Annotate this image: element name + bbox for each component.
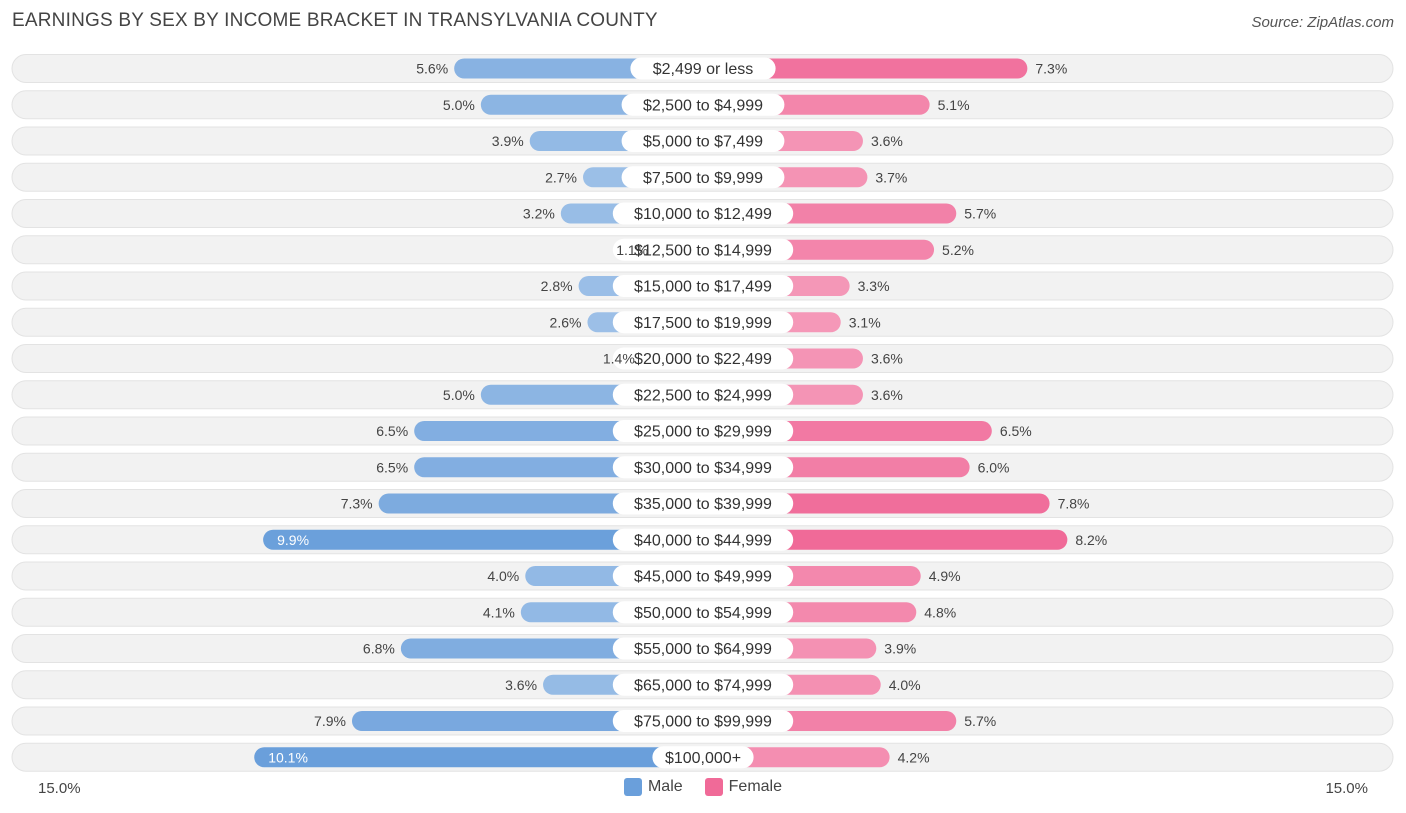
male-value-label-11: 6.5% [376,459,408,475]
male-value-label-17: 3.6% [505,677,537,693]
female-value-label-14: 4.9% [929,568,961,584]
category-label-11: $30,000 to $34,999 [634,460,772,477]
category-label-3: $7,500 to $9,999 [643,170,763,187]
female-value-label-16: 3.9% [884,641,916,657]
category-pill-15 [612,601,794,624]
female-value-label-15: 4.8% [924,604,956,620]
category-pill-0 [630,57,776,80]
category-pill-6 [612,275,794,297]
male-value-label-19: 10.1% [268,749,308,765]
axis-min-label: 15.0% [38,780,81,797]
category-label-17: $65,000 to $74,999 [634,677,772,694]
male-value-label-1: 5.0% [443,97,475,113]
legend-item-female: Female [704,778,783,796]
male-value-label-14: 4.0% [487,568,519,584]
category-label-0: $2,499 or less [653,61,754,78]
male-value-label-5: 1.1% [616,242,648,258]
category-label-9: $22,500 to $24,999 [634,387,772,404]
category-label-5: $12,500 to $14,999 [634,242,772,259]
category-pill-16 [612,637,794,660]
male-value-label-13: 9.9% [277,532,309,548]
category-pill-11 [612,456,794,479]
category-pill-19 [652,746,754,769]
male-value-label-2: 3.9% [492,133,524,149]
female-value-label-10: 6.5% [1000,423,1032,439]
female-value-label-1: 5.1% [938,97,970,113]
male-value-label-15: 4.1% [483,604,515,620]
category-label-15: $50,000 to $54,999 [634,605,772,622]
category-pill-13 [612,528,794,551]
category-pill-10 [612,420,794,442]
category-pill-14 [612,565,794,587]
category-pill-8 [612,347,794,370]
category-label-10: $25,000 to $29,999 [634,424,772,441]
female-value-label-9: 3.6% [871,387,903,403]
source-credit: Source: ZipAtlas.com [1251,14,1394,31]
axis-max-label: 15.0% [1325,780,1368,797]
male-value-label-4: 3.2% [523,206,555,222]
male-bar-19 [254,747,703,768]
category-pill-1 [621,93,785,116]
female-value-label-7: 3.1% [849,314,881,330]
category-label-6: $15,000 to $17,499 [634,279,772,296]
category-pill-17 [612,673,794,696]
legend-item-male: Male [623,778,683,796]
male-value-label-16: 6.8% [363,641,395,657]
female-value-label-6: 3.3% [858,278,890,294]
male-value-label-6: 2.8% [541,278,573,294]
female-value-label-19: 4.2% [898,749,930,765]
category-label-13: $40,000 to $44,999 [634,532,772,549]
category-label-18: $75,000 to $99,999 [634,714,772,731]
female-value-label-18: 5.7% [964,713,996,729]
female-value-label-12: 7.8% [1058,496,1090,512]
female-bar-13 [703,529,1068,550]
male-value-label-3: 2.7% [545,169,577,185]
category-pill-3 [621,166,785,189]
male-value-label-0: 5.6% [416,61,448,77]
category-label-19: $100,000+ [665,750,741,767]
female-value-label-8: 3.6% [871,351,903,367]
category-label-8: $20,000 to $22,499 [634,351,772,368]
category-pill-5 [612,238,794,261]
category-label-14: $45,000 to $49,999 [634,569,772,586]
category-label-4: $10,000 to $12,499 [634,206,772,223]
category-label-12: $35,000 to $39,999 [634,496,772,513]
category-pill-2 [621,130,785,152]
category-label-2: $5,000 to $7,499 [643,134,763,151]
male-value-label-18: 7.9% [314,713,346,729]
category-label-1: $2,500 to $4,999 [643,97,763,114]
female-value-label-5: 5.2% [942,242,974,258]
male-value-label-9: 5.0% [443,387,475,403]
female-value-label-17: 4.0% [889,677,921,693]
female-bar-0 [703,58,1028,79]
chart-title: EARNINGS BY SEX BY INCOME BRACKET IN TRA… [12,10,658,31]
legend: Male Female [0,778,1406,796]
category-label-16: $55,000 to $64,999 [634,641,772,658]
male-value-label-8: 1.4% [603,351,635,367]
legend-label-female: Female [728,778,783,795]
female-value-label-2: 3.6% [871,133,903,149]
legend-swatch-male [623,778,642,796]
male-value-label-12: 7.3% [341,496,373,512]
female-value-label-13: 8.2% [1075,532,1107,548]
category-pill-7 [612,311,794,334]
category-label-7: $17,500 to $19,999 [634,315,772,332]
category-pill-12 [612,492,794,515]
male-value-label-7: 2.6% [550,314,582,330]
category-pill-9 [612,383,794,406]
male-bar-13 [263,529,703,550]
category-pill-18 [612,710,794,732]
category-pill-4 [612,202,794,225]
female-value-label-0: 7.3% [1035,61,1067,77]
female-value-label-3: 3.7% [875,169,907,185]
legend-label-male: Male [647,778,683,795]
female-value-label-4: 5.7% [964,206,996,222]
male-value-label-10: 6.5% [376,423,408,439]
female-value-label-11: 6.0% [978,459,1010,475]
legend-swatch-female [704,778,723,796]
